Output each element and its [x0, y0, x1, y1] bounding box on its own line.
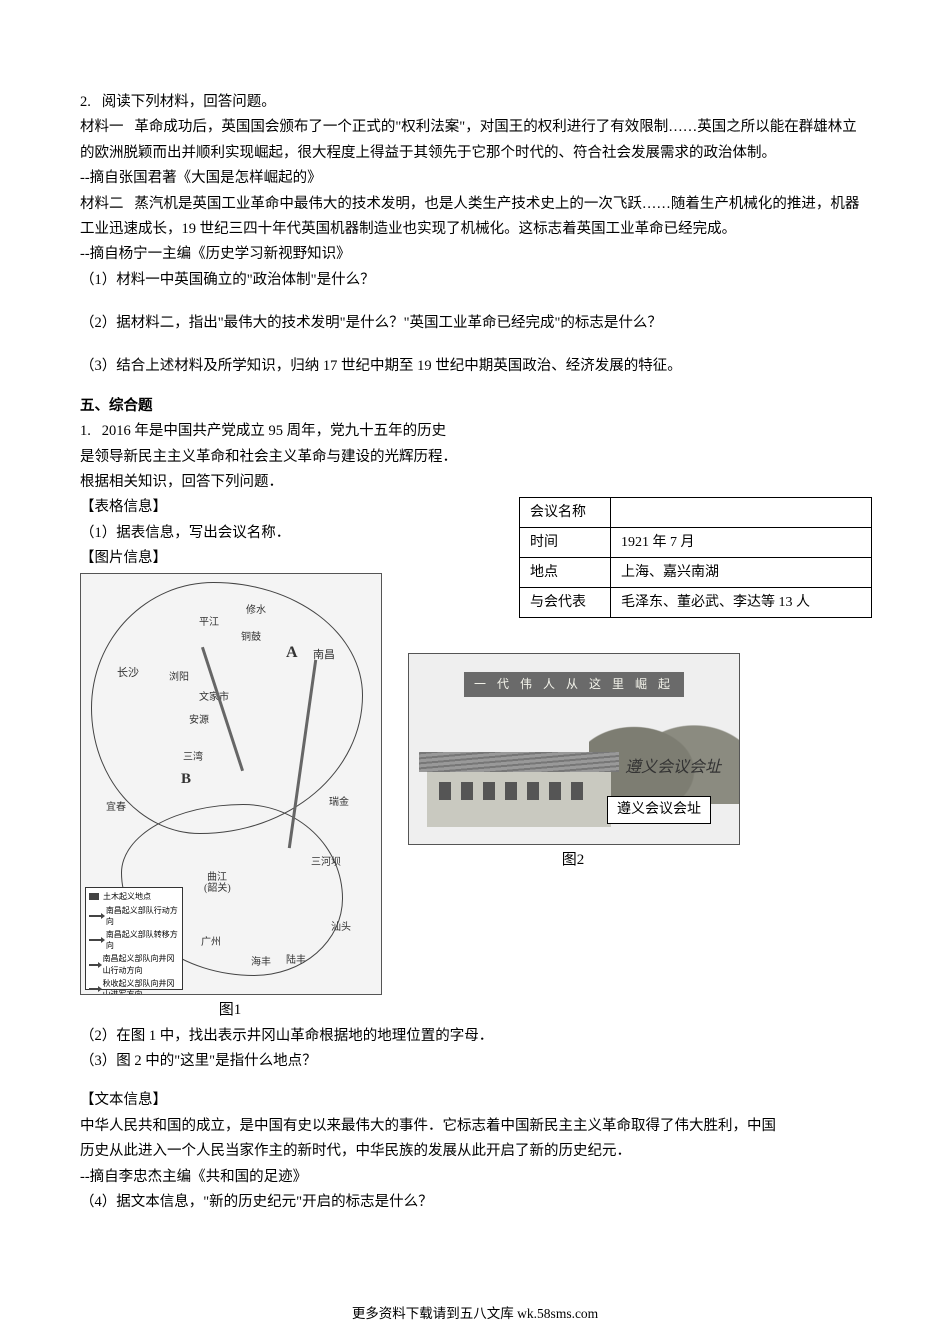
map-label-yichun: 宜春	[106, 799, 126, 817]
legend-item: 秋收起义部队向井冈山进军方向	[103, 978, 179, 996]
table-cell-value: 上海、嘉兴南湖	[611, 558, 872, 588]
map-letter-a: A	[286, 639, 298, 667]
map-label-tonggu: 铜鼓	[241, 629, 261, 647]
table-cell-value	[611, 498, 872, 528]
q1-sub4: （4）据文本信息，"新的历史纪元"开启的标志是什么？	[80, 1190, 870, 1215]
q2-mat2-label: 材料二	[80, 196, 124, 212]
figure-1-map: 长沙 平江 修水 铜鼓 浏阳 文家市 安源 三湾 宜春 南昌 A B 瑞金 三河…	[80, 573, 382, 995]
figure-2-label-box: 遵义会议会址	[607, 796, 711, 825]
table-cell-value: 毛泽东、董必武、李达等 13 人	[611, 588, 872, 618]
table-row: 与会代表 毛泽东、董必武、李达等 13 人	[520, 588, 872, 618]
table-cell-label: 时间	[520, 528, 611, 558]
q1-sub2: （2）在图 1 中，找出表示井冈山革命根据地的地理位置的字母．	[80, 1024, 870, 1049]
map-label-sanheba: 三河坝	[311, 854, 341, 872]
figure-1-caption: 图1	[80, 997, 380, 1023]
map-label-guangzhou: 广州	[201, 934, 221, 952]
map-letter-b: B	[181, 766, 191, 792]
legend-item: 南昌起义部队转移方向	[106, 929, 179, 951]
map-label-haifeng: 海丰	[251, 954, 271, 972]
q1-sub3: （3）图 2 中的"这里"是指什么地点？	[80, 1049, 870, 1074]
q1-table-heading: 【表格信息】	[80, 495, 490, 520]
q1-sub1: （1）据表信息，写出会议名称．	[80, 521, 490, 546]
figure-2-caption: 图2	[408, 847, 738, 873]
q1-intro-line1: 2016 年是中国共产党成立 95 周年，党九十五年的历史	[102, 423, 446, 439]
page-footer: 更多资料下载请到五八文库 wk.58sms.com	[0, 1302, 950, 1322]
q1-intro-line2: 是领导新民主主义革命和社会主义革命与建设的光辉历程．	[80, 445, 490, 470]
q2-sub3: （3）结合上述材料及所学知识，归纳 17 世纪中期至 19 世纪中期英国政治、经…	[80, 354, 870, 379]
section-5-title: 五、综合题	[80, 394, 870, 419]
q1-text-body2: 历史从此进入一个人民当家作主的新时代，中华民族的发展从此开启了新的历史纪元．	[80, 1139, 870, 1164]
q2-mat2-text: 蒸汽机是英国工业革命中最伟大的技术发明，也是人类生产技术史上的一次飞跃……随着生…	[80, 196, 859, 237]
q1-text-source: --摘自李忠杰主编《共和国的足迹》	[80, 1165, 870, 1190]
table-cell-label: 会议名称	[520, 498, 611, 528]
map-label-liuyang: 浏阳	[169, 669, 189, 687]
legend-item: 南昌起义部队行动方向	[106, 905, 179, 927]
q2-mat1-text: 革命成功后，英国国会颁布了一个正式的"权利法案"，对国王的权利进行了有效限制………	[80, 119, 857, 160]
table-cell-value: 1921 年 7 月	[611, 528, 872, 558]
q1-text-body1: 中华人民共和国的成立，是中国有史以来最伟大的事件．它标志着中国新民主主义革命取得…	[80, 1114, 870, 1139]
figure-2-script: 遵义会议会址	[625, 754, 721, 782]
map-label-ruijin: 瑞金	[329, 794, 349, 812]
legend-item: 南昌起义部队向井冈山行动方向	[103, 953, 179, 975]
table-cell-label: 地点	[520, 558, 611, 588]
q2-sub1: （1）材料一中英国确立的"政治体制"是什么？	[80, 268, 870, 293]
map-label-wenjia: 文家市	[199, 689, 229, 707]
map-legend: 土木起义地点 南昌起义部队行动方向 南昌起义部队转移方向 南昌起义部队向井冈山行…	[85, 887, 183, 990]
table-row: 时间 1921 年 7 月	[520, 528, 872, 558]
meeting-info-table: 会议名称 时间 1921 年 7 月 地点 上海、嘉兴南湖 与会代表 毛泽东、董…	[519, 497, 872, 618]
map-label-sanwan: 三湾	[183, 749, 203, 767]
table-cell-label: 与会代表	[520, 588, 611, 618]
map-label-xiushui: 修水	[246, 602, 266, 620]
q2-mat1-source: --摘自张国君著《大国是怎样崛起的》	[80, 166, 870, 191]
q1-text-heading: 【文本信息】	[80, 1088, 870, 1113]
map-label-anyuan: 安源	[189, 712, 209, 730]
q1-intro-line3: 根据相关知识，回答下列问题．	[80, 470, 490, 495]
q2-prompt: 阅读下列材料，回答问题。	[102, 94, 276, 110]
map-label-lufeng: 陆丰	[286, 952, 306, 970]
map-label-pingjiang: 平江	[199, 614, 219, 632]
q2-number: 2.	[80, 94, 91, 110]
map-label-shantou: 汕头	[331, 919, 351, 937]
q1-number: 1.	[80, 423, 91, 439]
legend-item: 土木起义地点	[103, 891, 151, 902]
table-row: 地点 上海、嘉兴南湖	[520, 558, 872, 588]
q2-sub2: （2）据材料二，指出"最伟大的技术发明"是什么？"英国工业革命已经完成"的标志是…	[80, 311, 870, 336]
figure-2-photo: 一 代 伟 人 从 这 里 崛 起 遵义会议会址 遵义会议会址	[408, 653, 740, 845]
table-row: 会议名称	[520, 498, 872, 528]
map-label-changsha: 长沙	[117, 664, 139, 683]
q2-mat2-source: --摘自杨宁一主编《历史学习新视野知识》	[80, 242, 870, 267]
q2-mat1-label: 材料一	[80, 119, 124, 135]
map-label-shaoguan: (韶关)	[204, 880, 231, 898]
